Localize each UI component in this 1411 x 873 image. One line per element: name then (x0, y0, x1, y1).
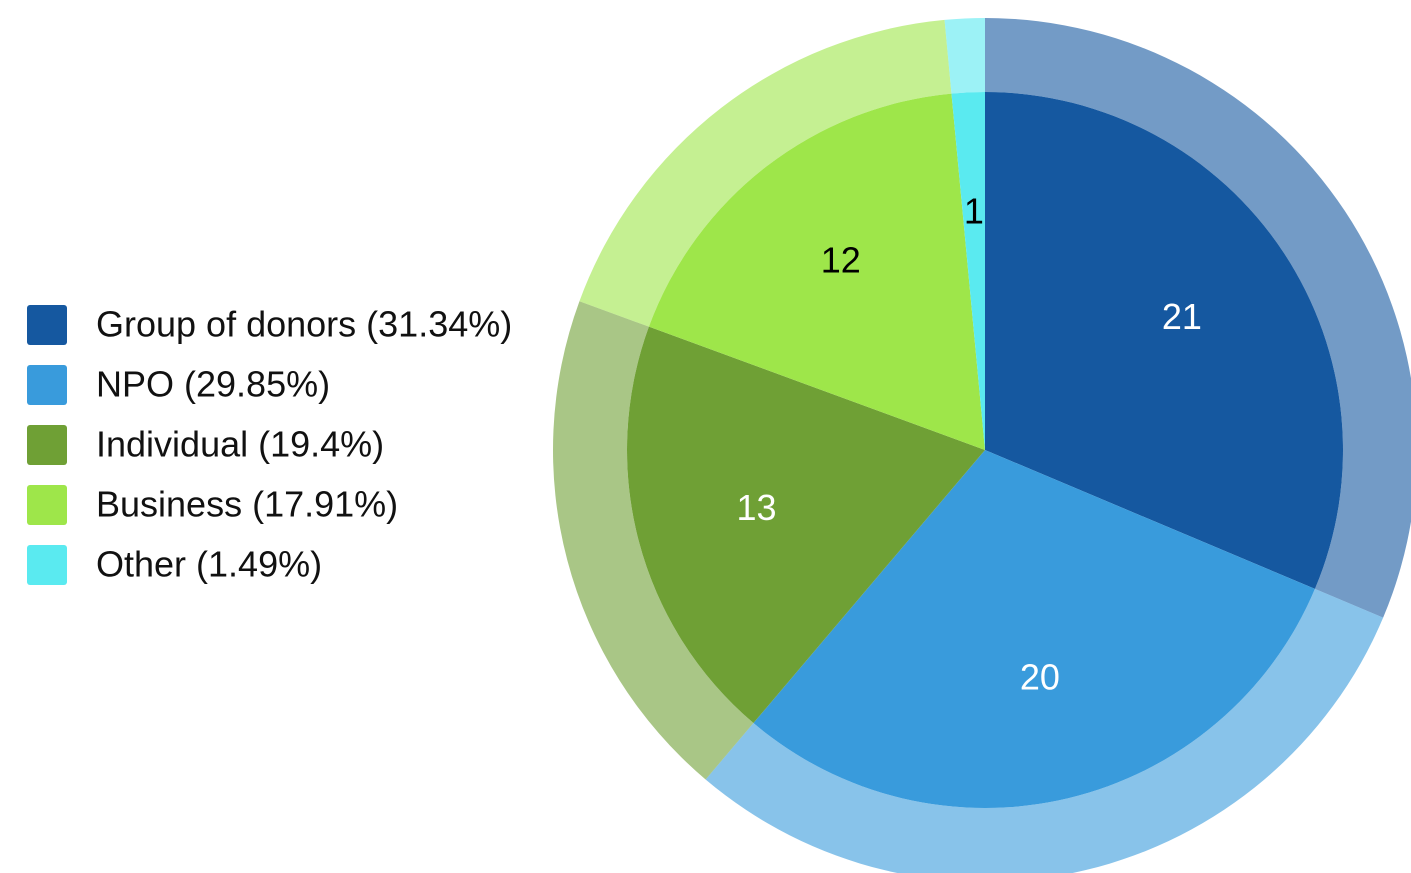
pie-slice (985, 92, 1343, 589)
data-label: 20 (1020, 656, 1060, 697)
pie-outer-ring (579, 19, 952, 327)
pie-outer-ring (553, 301, 754, 780)
legend-swatch (27, 485, 67, 525)
legend-swatch (27, 365, 67, 405)
data-label: 21 (1162, 296, 1202, 337)
data-label: 13 (737, 487, 777, 528)
pie-outer-ring (944, 18, 985, 94)
pie-outer-ring (985, 18, 1411, 618)
pie-slice (648, 93, 985, 450)
pie-outer-ring (705, 588, 1384, 873)
legend-swatch (27, 305, 67, 345)
legend-label: Individual (19.4%) (96, 424, 384, 465)
legend-label: Business (17.91%) (96, 484, 398, 525)
legend-swatch (27, 545, 67, 585)
pie-slice (951, 92, 985, 450)
legend-label: Other (1.49%) (96, 544, 322, 585)
data-label: 1 (964, 190, 984, 231)
pie-slice (753, 450, 1315, 808)
legend-label: Group of donors (31.34%) (96, 304, 512, 345)
legend-swatch (27, 425, 67, 465)
data-label: 12 (821, 239, 861, 280)
pie-slice (627, 326, 985, 724)
legend-label: NPO (29.85%) (96, 364, 330, 405)
